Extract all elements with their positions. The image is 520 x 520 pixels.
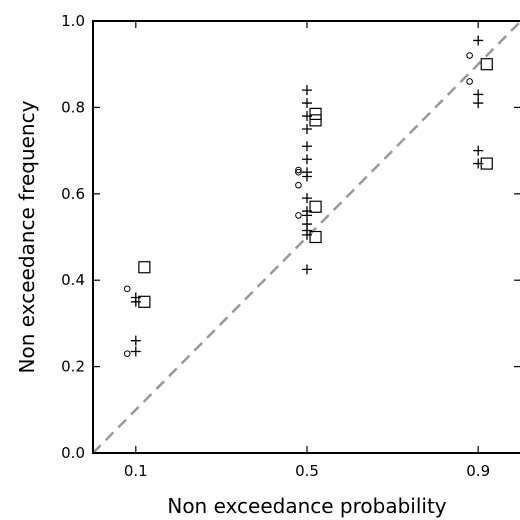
plus-marker <box>131 336 141 346</box>
plus-marker <box>473 35 483 45</box>
y-tick-label: 0.8 <box>61 98 85 116</box>
plus-marker <box>302 264 312 274</box>
y-tick-label: 0.4 <box>61 271 85 289</box>
x-tick-label: 0.5 <box>295 462 319 480</box>
square-marker <box>310 108 321 119</box>
circle-marker <box>296 182 302 188</box>
circle-marker <box>467 79 473 85</box>
y-tick-label: 0.0 <box>61 444 85 462</box>
y-tick-label: 0.6 <box>61 185 85 203</box>
plus-marker <box>302 141 312 151</box>
x-tick-label: 0.9 <box>466 462 490 480</box>
plus-marker <box>473 98 483 108</box>
data-points-layer <box>124 35 492 356</box>
circle-marker <box>124 351 130 357</box>
square-marker <box>139 262 150 273</box>
plus-marker <box>131 346 141 356</box>
plus-marker <box>302 172 312 182</box>
circle-marker <box>124 286 130 292</box>
y-tick-label: 0.2 <box>61 358 85 376</box>
plus-marker <box>302 154 312 164</box>
x-axis-label: Non exceedance probability <box>167 494 446 518</box>
y-axis-label: Non exceedance frequency <box>15 100 39 373</box>
circle-marker <box>296 213 302 219</box>
plus-marker <box>473 146 483 156</box>
plus-marker <box>302 85 312 95</box>
ticks-layer: 0.1 0.5 0.9 0.0 0.2 0.4 0.6 0.8 1.0 <box>61 12 520 480</box>
plus-marker <box>473 89 483 99</box>
y-tick-label: 1.0 <box>61 12 85 30</box>
x-tick-label: 0.1 <box>124 462 148 480</box>
plus-marker <box>302 98 312 108</box>
circle-marker <box>467 53 473 59</box>
square-marker <box>481 59 492 70</box>
